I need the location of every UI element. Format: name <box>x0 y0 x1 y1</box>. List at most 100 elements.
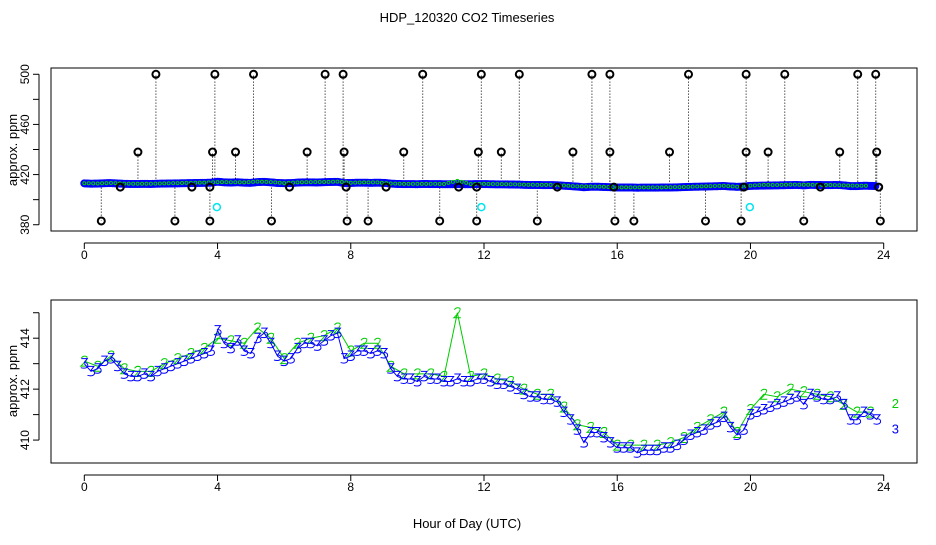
series-3-marker <box>526 391 535 402</box>
top-y-tick-label: 500 <box>18 64 32 84</box>
series-2-marker <box>279 353 288 365</box>
top-series-2-point <box>855 183 860 188</box>
top-series-2-point <box>219 180 224 185</box>
top-series-2-point <box>282 181 287 186</box>
top-series-2-point <box>339 179 344 184</box>
top-series-2-point <box>433 181 438 186</box>
series-3-marker <box>340 353 349 364</box>
series-3-marker <box>413 376 422 387</box>
top-series-2-point <box>752 183 757 188</box>
series-2-marker <box>385 360 395 372</box>
top-series-2-point <box>419 181 424 186</box>
top-series-2-point <box>490 182 495 187</box>
outlier-point <box>605 147 615 157</box>
top-series-2-point <box>299 180 304 185</box>
top-series-2-point <box>535 182 540 187</box>
top-series-2-point <box>326 179 331 184</box>
top-series-2-point <box>126 181 131 186</box>
series-2-marker <box>425 368 435 380</box>
outlier-point <box>629 216 639 226</box>
series-3-marker <box>773 398 782 410</box>
series-3-marker <box>660 442 668 453</box>
bottom-x-tick-label: 0 <box>81 480 88 494</box>
top-series-2-point <box>446 180 451 185</box>
outlier-point <box>815 182 825 192</box>
top-series-2-point <box>228 180 233 185</box>
bottom-y-tick-label: 414 <box>18 328 32 348</box>
series-2-marker <box>332 322 341 334</box>
series-3-marker <box>873 414 882 425</box>
top-series-2-point <box>508 182 513 187</box>
series-3-marker <box>833 391 842 402</box>
top-series-2-point <box>251 179 256 184</box>
top-series-2-point <box>482 181 486 186</box>
series-2-marker <box>452 307 461 319</box>
top-series-2-point <box>375 180 380 185</box>
series-3-marker <box>813 391 822 402</box>
outlier-point <box>853 69 863 79</box>
top-series-2-point <box>295 180 300 185</box>
top-series-2-point <box>748 183 753 188</box>
series-2-marker <box>745 404 754 416</box>
series-3-marker <box>373 345 382 356</box>
top-x-tick-label: 0 <box>81 248 88 262</box>
top-series-2-point <box>672 185 677 190</box>
top-panel: approx. ppm 0 4 8 12 16 20 24 380 420 460 500 <box>5 64 918 262</box>
series-2-marker <box>146 365 155 377</box>
top-series-2-point <box>846 183 851 188</box>
top-series-2-point <box>135 181 140 186</box>
outlier-point <box>320 69 330 79</box>
outlier-point <box>610 216 620 226</box>
series-2-marker <box>172 353 182 365</box>
top-series-2-point <box>686 184 691 189</box>
top-series-2-point <box>779 182 784 187</box>
series-3-marker <box>740 424 748 435</box>
series-3-marker <box>393 370 402 382</box>
series-2-marker <box>399 368 408 380</box>
outlier-point <box>874 182 884 192</box>
series-3-marker <box>500 378 509 390</box>
top-series-2-point <box>695 184 700 189</box>
top-series-2-point <box>517 182 522 187</box>
series-2-marker <box>119 363 128 375</box>
series-3-marker <box>493 378 502 390</box>
top-series-2-point <box>783 182 788 187</box>
top-series-2-point <box>171 181 176 186</box>
series-2-marker <box>479 368 488 380</box>
top-series-2-point <box>455 178 460 183</box>
series-3-marker <box>480 373 489 384</box>
top-series-2-point <box>140 181 145 186</box>
top-series-2-point <box>273 180 278 185</box>
series-2-marker <box>132 365 142 377</box>
series-3-marker <box>120 368 129 379</box>
outlier-point <box>587 69 597 79</box>
top-series-2-point <box>801 182 806 187</box>
series-3-marker <box>640 444 648 456</box>
series-3-marker <box>706 419 715 430</box>
outlier-point <box>741 69 751 79</box>
top-series-2-point <box>362 180 367 185</box>
top-series-2-point <box>442 181 447 186</box>
bottom-plot-frame <box>50 299 918 464</box>
top-series-2-point <box>353 180 358 185</box>
top-y-axis-label: approx. ppm <box>5 114 20 186</box>
outlier-point <box>339 147 349 157</box>
series-3-marker <box>680 434 688 446</box>
top-series-2-point <box>717 183 722 188</box>
series-2-marker <box>732 426 741 438</box>
outlier-point <box>736 216 746 226</box>
top-series-2-point <box>175 181 180 186</box>
outlier-point <box>605 69 615 79</box>
top-series-2-point <box>255 179 260 184</box>
series-2-marker <box>599 426 608 438</box>
top-series-2-point <box>775 182 780 187</box>
top-series-2-point <box>659 185 664 190</box>
top-series-2-point <box>459 179 464 184</box>
series-2-marker <box>252 322 262 334</box>
outlier-point <box>418 69 428 79</box>
series-3-label: 3 <box>892 422 899 437</box>
top-series-2-point <box>153 181 158 186</box>
top-series-2-point <box>464 180 469 185</box>
series-3-marker <box>213 325 222 336</box>
series-3-marker <box>360 345 369 356</box>
